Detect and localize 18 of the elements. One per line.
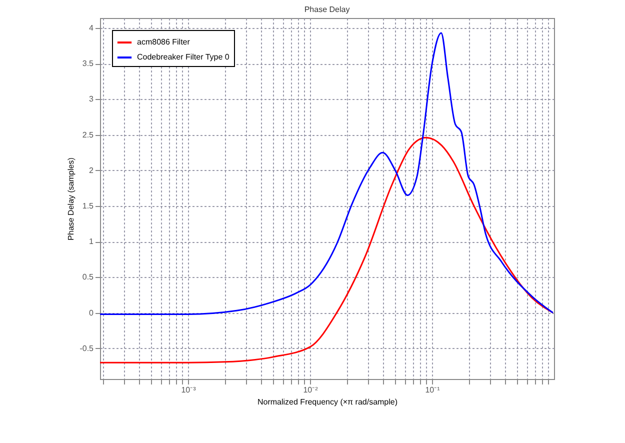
y-tick-label: -0.5 (80, 344, 94, 353)
y-tick-label: 0.5 (82, 272, 94, 282)
y-tick-label: 4 (89, 23, 94, 32)
y-tick-label: 0 (89, 308, 94, 318)
y-tick-label: 3 (89, 94, 94, 104)
y-tick-label: 2 (89, 166, 94, 175)
x-tick-label: 10⁻² (303, 386, 318, 394)
y-tick-label: 3.5 (82, 59, 94, 68)
y-tick-label: 2.5 (82, 130, 94, 140)
chart-title: Phase Delay (304, 5, 350, 14)
y-tick-label: 1 (89, 237, 94, 246)
y-axis-title: Phase Delay (samples) (66, 157, 76, 240)
x-tick-label: 10⁻¹ (425, 386, 440, 394)
y-tick-label: 1.5 (82, 201, 94, 210)
legend-label: Codebreaker Filter Type 0 (137, 52, 230, 62)
legend-label: acm8086 Filter (137, 38, 190, 46)
x-tick-label: 10⁻³ (181, 386, 196, 394)
x-axis-title: Normalized Frequency (×π rad/sample) (257, 398, 398, 406)
